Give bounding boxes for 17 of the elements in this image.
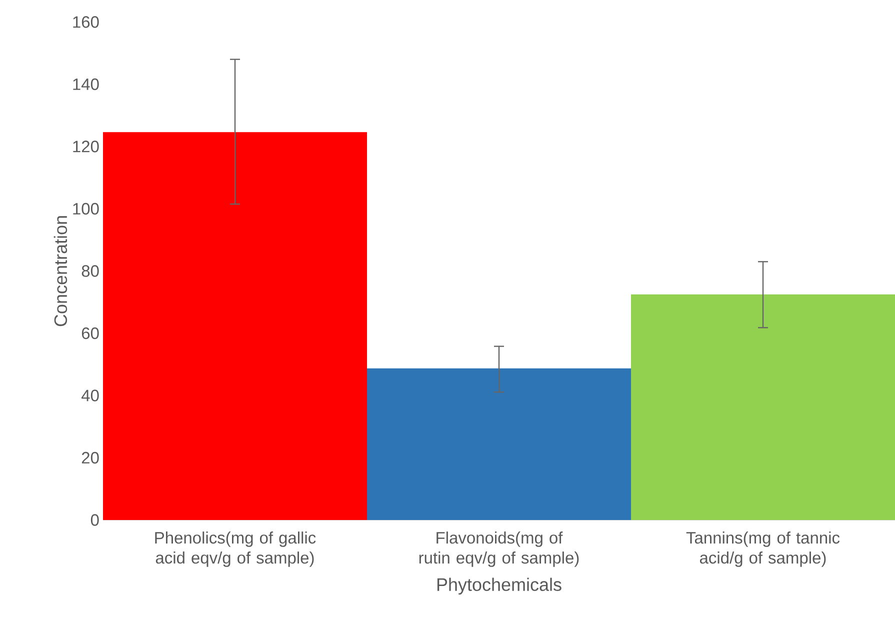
bar bbox=[367, 368, 632, 520]
y-tick-label: 80 bbox=[82, 265, 99, 277]
y-tick-label: 60 bbox=[82, 327, 99, 340]
y-tick-label: 20 bbox=[82, 452, 99, 464]
y-tick-label: 140 bbox=[73, 78, 99, 90]
x-tick-label: Phenolics(mg of gallic acid eqv/g of sample) bbox=[155, 532, 316, 567]
y-tick-label: 160 bbox=[73, 16, 99, 28]
y-tick-label: 0 bbox=[90, 514, 99, 526]
y-tick-label: 120 bbox=[73, 140, 99, 152]
y-tick-label: 100 bbox=[73, 202, 99, 215]
x-tick-label: Tannins(mg of tannic acid/g of sample) bbox=[686, 532, 840, 567]
y-axis-title: Concentration bbox=[54, 216, 68, 326]
x-tick-label: Flavonoids(mg of rutin eqv/g of sample) bbox=[419, 532, 579, 567]
bar bbox=[631, 294, 895, 520]
x-axis-title: Phytochemicals bbox=[437, 578, 562, 595]
bar bbox=[103, 132, 368, 520]
y-tick-label: 40 bbox=[81, 390, 99, 402]
